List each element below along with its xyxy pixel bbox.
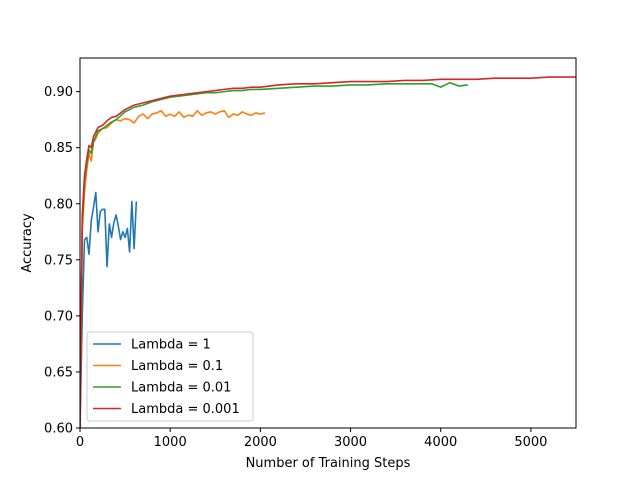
y-tick-label: 0.85 [44,141,73,156]
plot-frame [79,57,577,429]
series-line-2 [80,109,266,428]
x-tick-label: 5000 [514,435,547,450]
series-line-1 [80,191,138,428]
legend-box [86,331,254,422]
x-tick-label: 0 [76,435,84,450]
x-tick-label: 2000 [244,435,277,450]
y-axis-label: Accuracy [20,213,35,273]
y-tick-label: 0.70 [44,309,73,324]
y-tick-label: 0.90 [44,85,73,100]
series-line-3 [80,81,468,428]
y-tick-label: 0.75 [44,253,73,268]
series-layer [80,76,576,428]
series-line-4 [80,76,576,428]
legend-label-1: Lambda = 1 [131,338,211,353]
x-tick-label: 3000 [334,435,367,450]
legend-label-3: Lambda = 0.01 [131,381,231,396]
y-tick-label: 0.65 [44,365,73,380]
y-axis-ticks: 0.60 0.65 0.70 0.75 0.80 0.85 0.90 [44,85,80,437]
y-tick-label: 0.60 [44,422,73,437]
legend-label-4: Lambda = 0.001 [131,402,240,417]
y-tick-label: 0.80 [44,197,73,212]
legend: Lambda = 1 Lambda = 0.1 Lambda = 0.01 Lambd… [86,331,254,422]
x-axis-label: Number of Training Steps [246,456,411,471]
x-axis-ticks: 0 1000 2000 3000 4000 5000 [76,428,547,450]
x-tick-label: 4000 [424,435,457,450]
legend-label-2: Lambda = 0.1 [131,359,223,374]
x-tick-label: 1000 [154,435,187,450]
